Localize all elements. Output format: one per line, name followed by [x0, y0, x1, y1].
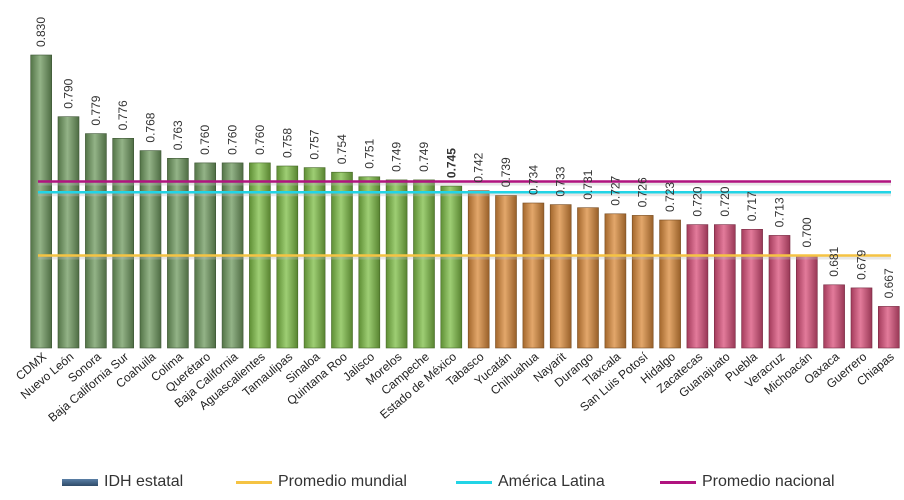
value-label-jalisco: 0.751: [362, 138, 376, 168]
value-label-sonora: 0.779: [89, 95, 103, 125]
bar-oaxaca: [823, 284, 845, 349]
value-label-sinaloa: 0.757: [308, 129, 322, 159]
legend-item-promedio-mundial: Promedio mundial: [236, 472, 407, 492]
bar-tlaxcala: [604, 213, 627, 349]
bar-hidalgo: [659, 219, 681, 349]
legend-swatch-bar: [62, 478, 98, 486]
bar-sinaloa: [303, 167, 326, 349]
bar-cdmx: [30, 54, 53, 349]
bar-guerrero: [850, 287, 873, 349]
value-label-estado-de-mexico: 0.745: [444, 148, 458, 178]
value-label-coahuila: 0.768: [144, 112, 158, 142]
value-label-queretaro: 0.760: [198, 125, 212, 155]
value-label-michoacan: 0.700: [800, 217, 814, 247]
bar-san-luis-potosi: [631, 215, 654, 349]
bar-campeche: [413, 179, 435, 349]
value-label-nuevo-leon: 0.790: [62, 78, 76, 108]
legend-label-promedio-mundial: Promedio mundial: [278, 473, 407, 490]
value-label-tabasco: 0.742: [472, 152, 486, 182]
value-label-campeche: 0.749: [417, 142, 431, 172]
value-label-aguascalientes: 0.760: [253, 125, 267, 155]
value-label-guanajuato: 0.720: [718, 186, 732, 216]
bar-yucatan: [495, 195, 517, 349]
bar-tamaulipas: [276, 165, 299, 349]
value-label-chihuahua: 0.734: [526, 165, 540, 195]
bar-michoacan: [795, 255, 818, 349]
value-label-guerrero: 0.679: [855, 250, 869, 280]
value-label-cdmx: 0.830: [34, 17, 48, 47]
bar-durango: [577, 207, 599, 349]
legend-item-america-latina: América Latina: [456, 472, 605, 492]
value-label-baja-california: 0.760: [226, 125, 240, 155]
value-label-chiapas: 0.667: [882, 268, 896, 298]
bar-guanajuato: [713, 224, 736, 349]
bar-jalisco: [358, 176, 381, 349]
value-label-baja-california-sur: 0.776: [116, 100, 130, 130]
value-label-tlaxcala: 0.727: [608, 175, 622, 205]
bars-group: [30, 54, 900, 349]
value-label-quintana-roo: 0.754: [335, 134, 349, 164]
value-label-durango: 0.731: [581, 169, 595, 199]
bar-quintana-roo: [331, 171, 353, 349]
value-label-veracruz: 0.713: [773, 197, 787, 227]
legend-swatch-line-latina: [456, 480, 492, 484]
bar-nuevo-leon: [57, 116, 80, 349]
legend-item-promedio-nacional: Promedio nacional: [660, 472, 835, 492]
bar-baja-california-sur: [112, 138, 134, 349]
legend-item-idh-estatal: IDH estatal: [62, 472, 183, 492]
idh-bar-chart: 0.830 0.790 0.779 0.776 0.768 0.763 0.760 0.760…: [13, 17, 900, 425]
value-label-oaxaca: 0.681: [827, 246, 841, 276]
value-label-san-luis-potosi: 0.726: [636, 177, 650, 207]
legend: IDH estatal Promedio mundial América Lat…: [0, 466, 904, 496]
bar-puebla: [741, 229, 763, 349]
legend-swatch-line-nacional: [660, 480, 696, 484]
value-label-yucatan: 0.739: [499, 157, 513, 187]
bar-tabasco: [467, 190, 490, 349]
bar-estado-de-mexico: [440, 185, 463, 349]
legend-label-america-latina: América Latina: [498, 473, 605, 490]
legend-swatch-line-mundial: [236, 480, 272, 484]
legend-label-promedio-nacional: Promedio nacional: [702, 473, 835, 490]
bar-coahuila: [139, 150, 162, 349]
bar-sonora: [85, 133, 107, 349]
value-label-colima: 0.763: [171, 120, 185, 150]
value-label-hidalgo: 0.723: [663, 182, 677, 212]
legend-label-idh-estatal: IDH estatal: [104, 473, 184, 490]
value-label-nayarit: 0.733: [554, 166, 568, 196]
bar-chiapas: [877, 306, 900, 349]
bar-zacatecas: [686, 224, 709, 349]
bar-colima: [167, 158, 189, 349]
value-labels-group: 0.830 0.790 0.779 0.776 0.768 0.763 0.760 0.760…: [34, 17, 896, 299]
bar-nayarit: [549, 204, 572, 349]
value-label-tamaulipas: 0.758: [280, 128, 294, 158]
value-label-puebla: 0.717: [745, 191, 759, 221]
value-label-zacatecas: 0.720: [690, 186, 704, 216]
bar-veracruz: [768, 235, 791, 349]
value-label-morelos: 0.749: [390, 142, 404, 172]
bar-morelos: [385, 179, 408, 349]
bar-chihuahua: [522, 202, 545, 349]
reference-lines-group: [38, 180, 891, 260]
